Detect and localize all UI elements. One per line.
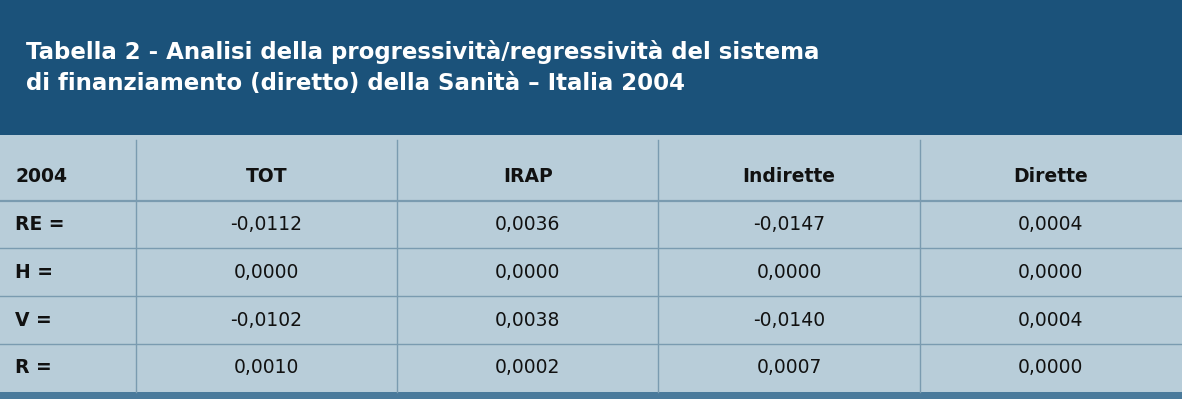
Text: 0,0000: 0,0000 [1018, 263, 1084, 282]
Text: -0,0147: -0,0147 [753, 215, 825, 234]
Text: IRAP: IRAP [502, 167, 553, 186]
Bar [0, 0, 1182, 135]
Text: 2004: 2004 [15, 167, 67, 186]
Text: 0,0000: 0,0000 [495, 263, 560, 282]
Text: Indirette: Indirette [742, 167, 836, 186]
Text: Tabella 2 - Analisi della progressività/regressività del sistema
di finanziament: Tabella 2 - Analisi della progressività/… [26, 40, 819, 95]
Bar [0, 392, 1182, 399]
Text: H =: H = [15, 263, 53, 282]
Text: 0,0000: 0,0000 [756, 263, 821, 282]
Text: 0,0007: 0,0007 [756, 358, 821, 377]
Text: 0,0038: 0,0038 [495, 310, 560, 330]
Text: TOT: TOT [246, 167, 287, 186]
Text: R =: R = [15, 358, 52, 377]
Text: Dirette: Dirette [1013, 167, 1089, 186]
Text: 0,0010: 0,0010 [234, 358, 299, 377]
Text: V =: V = [15, 310, 52, 330]
Text: 0,0000: 0,0000 [234, 263, 299, 282]
Text: 0,0004: 0,0004 [1018, 215, 1084, 234]
Text: 0,0036: 0,0036 [495, 215, 560, 234]
Text: -0,0140: -0,0140 [753, 310, 825, 330]
Text: -0,0112: -0,0112 [230, 215, 303, 234]
Text: 0,0002: 0,0002 [495, 358, 560, 377]
Text: 0,0000: 0,0000 [1018, 358, 1084, 377]
Text: 0,0004: 0,0004 [1018, 310, 1084, 330]
Text: RE =: RE = [15, 215, 65, 234]
Text: -0,0102: -0,0102 [230, 310, 303, 330]
